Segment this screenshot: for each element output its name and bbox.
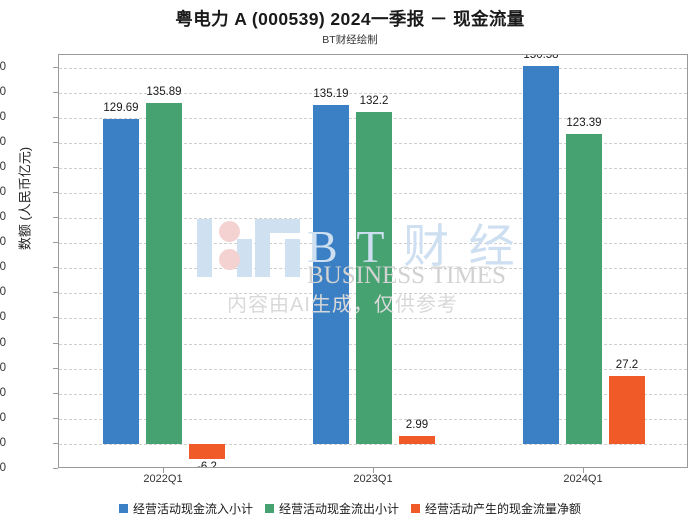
y-axis-tick-mark [53, 116, 58, 118]
bar[interactable] [399, 436, 435, 444]
legend-swatch-icon [264, 504, 274, 513]
x-axis-tick-label: 2023Q1 [353, 473, 393, 485]
y-axis-tick-label: 80 [0, 236, 6, 249]
legend-swatch-icon [118, 504, 128, 513]
y-axis-tick-label: 120 [0, 135, 6, 148]
y-axis-tick-mark [53, 66, 58, 68]
y-axis-tick-mark [53, 417, 58, 419]
y-axis-tick-mark [53, 442, 58, 444]
x-axis-tick-mark [373, 468, 374, 473]
y-axis-tick-label: -10 [0, 462, 6, 474]
bar[interactable] [103, 118, 139, 444]
legend-item[interactable]: 经营活动现金流入小计 [118, 500, 253, 517]
y-axis-tick-mark [53, 392, 58, 394]
bar[interactable] [566, 134, 602, 444]
legend-item[interactable]: 经营活动现金流出小计 [264, 500, 399, 517]
gridline [59, 67, 687, 69]
y-axis-tick-label: 0 [0, 436, 6, 449]
y-axis-tick-label: 100 [0, 186, 6, 198]
bar[interactable] [356, 112, 392, 444]
y-axis-tick-label: 50 [0, 311, 6, 324]
y-axis-title: 数额 (人民币亿元) [17, 146, 33, 251]
bar[interactable] [189, 443, 225, 460]
bt-logo-icon [197, 217, 309, 279]
bar-value-label: 123.39 [566, 117, 602, 130]
bar[interactable] [523, 66, 559, 444]
y-axis-tick-label: 40 [0, 336, 6, 349]
bar-value-label: -6.2 [197, 461, 217, 468]
x-axis-tick-label: 2022Q1 [143, 473, 183, 485]
bar[interactable] [146, 102, 182, 444]
legend-item[interactable]: 经营活动产生的现金流量净额 [411, 500, 581, 517]
y-axis-tick-mark [53, 468, 58, 469]
y-axis-tick-label: 10 [0, 411, 6, 424]
y-axis-tick-mark [53, 217, 58, 219]
bar-value-label: 135.19 [313, 87, 349, 100]
y-axis-tick-label: 140 [0, 85, 6, 98]
gridline [59, 443, 687, 445]
plot-area: 129.69 135.89 -6.2 135.19 132.2 2.99 150.58 123… [58, 54, 688, 468]
legend-label: 经营活动现金流入小计 [132, 502, 253, 516]
bar-value-label: 150.58 [523, 54, 559, 62]
y-axis-tick-mark [53, 192, 58, 193]
legend: 经营活动现金流入小计 经营活动现金流出小计 经营活动产生的现金流量净额 [0, 500, 700, 517]
y-axis-tick-label: 70 [0, 261, 6, 274]
y-axis-tick-mark [53, 342, 58, 344]
y-axis-tick-label: 60 [0, 286, 6, 299]
legend-label: 经营活动现金流出小计 [278, 502, 399, 516]
chart-subtitle: BT财经绘制 [322, 34, 378, 46]
y-axis-tick-mark [53, 242, 58, 244]
bar-value-label: 27.2 [615, 358, 639, 371]
gridline [59, 92, 687, 94]
legend-swatch-icon [411, 504, 420, 513]
x-axis-tick-label: 2024Q1 [563, 473, 603, 485]
y-axis-tick-mark [53, 367, 58, 369]
bar-value-label: 135.89 [146, 85, 182, 98]
legend-label: 经营活动产生的现金流量净额 [425, 502, 582, 516]
y-axis-tick-label: 150 [0, 60, 6, 73]
y-axis-tick-mark [53, 91, 58, 93]
y-axis-tick-label: 130 [0, 110, 6, 123]
y-axis-tick-mark [53, 292, 58, 294]
y-axis-tick-mark [53, 166, 58, 168]
y-axis-tick-mark [53, 317, 58, 319]
y-axis-tick-mark [53, 267, 58, 269]
bar-value-label: 2.99 [405, 419, 429, 432]
x-axis-tick-mark [163, 468, 164, 473]
bar[interactable] [609, 375, 645, 444]
y-axis-tick-label: 30 [0, 361, 6, 374]
bar-value-label: 129.69 [103, 101, 139, 114]
y-axis-tick-mark [53, 141, 58, 143]
y-axis-tick-label: 90 [0, 211, 6, 224]
y-axis-tick-label: 110 [0, 160, 6, 173]
y-axis-tick-label: 20 [0, 386, 6, 399]
bar[interactable] [313, 104, 349, 444]
x-axis-tick-mark [583, 468, 584, 473]
page-title: 粤电力 A (000539) 2024一季报 － 现金流量 [175, 9, 525, 29]
bar-value-label: 132.2 [359, 95, 389, 108]
